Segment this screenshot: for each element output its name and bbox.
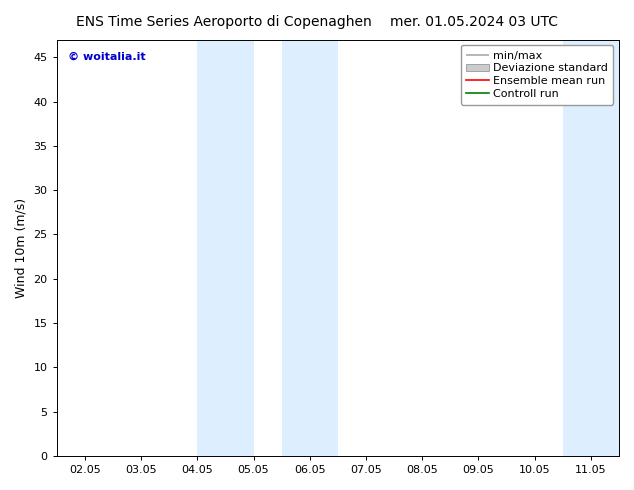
Bar: [281, 40, 338, 456]
Text: ENS Time Series Aeroporto di Copenaghen: ENS Time Series Aeroporto di Copenaghen: [76, 15, 372, 29]
Text: mer. 01.05.2024 03 UTC: mer. 01.05.2024 03 UTC: [390, 15, 558, 29]
Legend: min/max, Deviazione standard, Ensemble mean run, Controll run: min/max, Deviazione standard, Ensemble m…: [461, 45, 614, 104]
Text: © woitalia.it: © woitalia.it: [68, 52, 146, 62]
Y-axis label: Wind 10m (m/s): Wind 10m (m/s): [15, 197, 28, 298]
Bar: [563, 40, 619, 456]
Bar: [197, 40, 254, 456]
